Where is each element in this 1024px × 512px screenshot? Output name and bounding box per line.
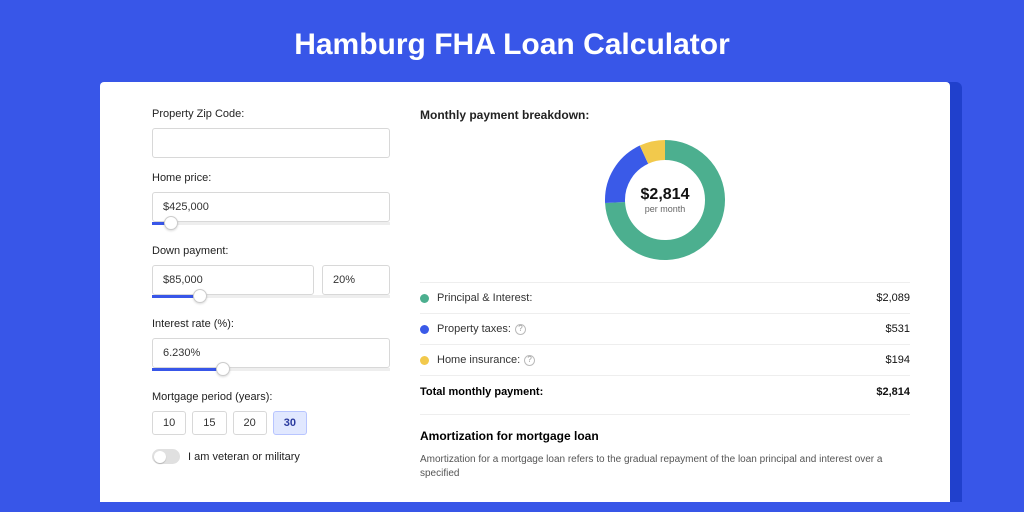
info-icon[interactable]: ? <box>524 355 535 366</box>
period-btn-20[interactable]: 20 <box>233 411 267 435</box>
home-price-input[interactable] <box>152 192 390 222</box>
color-swatch <box>420 325 429 334</box>
slider-thumb[interactable] <box>193 289 207 303</box>
breakdown-total-row: Total monthly payment: $2,814 <box>420 375 910 408</box>
amortization-title: Amortization for mortgage loan <box>420 429 910 443</box>
interest-rate-slider[interactable] <box>152 368 390 371</box>
mortgage-period-label: Mortgage period (years): <box>152 391 390 403</box>
breakdown-row: Property taxes:? $531 <box>420 313 910 344</box>
home-price-slider[interactable] <box>152 222 390 225</box>
breakdown-row: Principal & Interest: $2,089 <box>420 282 910 313</box>
donut-sub: per month <box>641 204 690 214</box>
zip-group: Property Zip Code: <box>152 108 390 158</box>
down-payment-group: Down payment: <box>152 245 390 298</box>
color-swatch <box>420 294 429 303</box>
row-value: $194 <box>886 354 910 366</box>
donut-chart: $2,814 per month <box>601 136 729 264</box>
down-payment-label: Down payment: <box>152 245 390 257</box>
donut-chart-wrap: $2,814 per month <box>420 136 910 264</box>
mortgage-period-group: Mortgage period (years): 10 15 20 30 <box>152 391 390 435</box>
form-column: Property Zip Code: Home price: Down paym… <box>152 108 390 502</box>
card-shadow: Property Zip Code: Home price: Down paym… <box>100 82 962 502</box>
info-icon[interactable]: ? <box>515 324 526 335</box>
interest-rate-label: Interest rate (%): <box>152 318 390 330</box>
color-swatch <box>420 356 429 365</box>
breakdown-title: Monthly payment breakdown: <box>420 108 910 122</box>
amortization-block: Amortization for mortgage loan Amortizat… <box>420 414 910 481</box>
interest-rate-input[interactable] <box>152 338 390 368</box>
row-label: Principal & Interest: <box>437 292 532 304</box>
calculator-card: Property Zip Code: Home price: Down paym… <box>100 82 950 502</box>
row-label: Home insurance:? <box>437 354 535 366</box>
row-value: $2,089 <box>876 292 910 304</box>
page-title: Hamburg FHA Loan Calculator <box>0 0 1024 82</box>
slider-thumb[interactable] <box>164 216 178 230</box>
down-payment-pct-input[interactable] <box>322 265 390 295</box>
donut-amount: $2,814 <box>641 186 690 204</box>
period-options: 10 15 20 30 <box>152 411 390 435</box>
amortization-text: Amortization for a mortgage loan refers … <box>420 453 910 481</box>
slider-fill <box>152 368 223 371</box>
veteran-toggle[interactable] <box>152 449 180 464</box>
period-btn-30[interactable]: 30 <box>273 411 307 435</box>
down-payment-slider[interactable] <box>152 295 390 298</box>
slider-thumb[interactable] <box>216 362 230 376</box>
zip-label: Property Zip Code: <box>152 108 390 120</box>
row-value: $531 <box>886 323 910 335</box>
period-btn-10[interactable]: 10 <box>152 411 186 435</box>
breakdown-row: Home insurance:? $194 <box>420 344 910 375</box>
toggle-knob <box>154 451 166 463</box>
veteran-row: I am veteran or military <box>152 449 390 464</box>
down-payment-amount-input[interactable] <box>152 265 314 295</box>
home-price-label: Home price: <box>152 172 390 184</box>
donut-center: $2,814 per month <box>641 186 690 214</box>
total-value: $2,814 <box>876 386 910 398</box>
breakdown-column: Monthly payment breakdown: $2,814 per mo… <box>420 108 910 502</box>
veteran-label: I am veteran or military <box>188 451 300 463</box>
interest-rate-group: Interest rate (%): <box>152 318 390 371</box>
donut-slice <box>644 150 665 155</box>
row-label: Property taxes:? <box>437 323 526 335</box>
total-label: Total monthly payment: <box>420 386 543 398</box>
zip-input[interactable] <box>152 128 390 158</box>
period-btn-15[interactable]: 15 <box>192 411 226 435</box>
home-price-group: Home price: <box>152 172 390 225</box>
